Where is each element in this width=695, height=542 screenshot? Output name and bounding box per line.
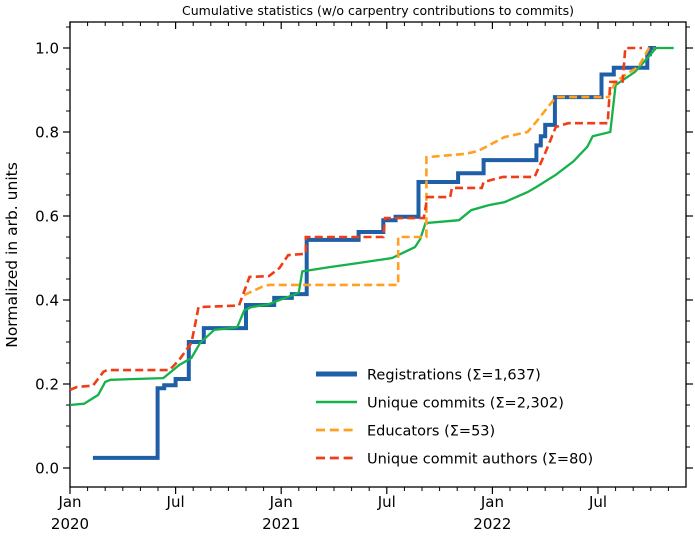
x-tick-label: Jan	[480, 493, 504, 511]
axes: Jan 2020 Jul Jan 2021 Jul Jan 2022 Jul 0.0 0.2 0.4 0…	[35, 21, 693, 533]
y-tick-label: 1.0	[35, 40, 59, 58]
legend-label-educators: Educators (Σ=53)	[367, 424, 495, 440]
x-tick-label: Jul	[166, 493, 185, 511]
x-tick-label: Jul	[377, 493, 396, 511]
x-tick-label: Jul	[588, 493, 607, 511]
x-tick-label: Jan	[57, 493, 81, 511]
legend-label-unique-commits: Unique commits (Σ=2,302)	[367, 396, 564, 412]
legend: Registrations (Σ=1,637) Unique commits (Σ…	[316, 368, 593, 468]
legend-label-registrations: Registrations (Σ=1,637)	[367, 368, 541, 384]
series-line-unique-commits	[69, 46, 674, 407]
series-lines	[69, 46, 674, 460]
x-tick-year-label: 2021	[262, 515, 300, 533]
y-tick-label: 0.8	[35, 124, 59, 142]
y-axis-label: Normalized in arb. units	[3, 162, 21, 348]
plot-frame	[69, 21, 687, 488]
y-tick-label: 0.0	[35, 460, 59, 478]
y-tick-label: 0.2	[35, 376, 59, 394]
x-tick-year-label: 2022	[473, 515, 511, 533]
series-line-educators	[243, 46, 655, 297]
y-tick-label: 0.6	[35, 208, 59, 226]
chart-title: Cumulative statistics (w/o carpentry con…	[182, 3, 574, 18]
x-tick-label: Jan	[269, 493, 293, 511]
series-line-unique-commit-authors	[69, 46, 642, 392]
y-tick-label: 0.4	[35, 292, 59, 310]
legend-label-unique-commit-authors: Unique commit authors (Σ=80)	[367, 452, 593, 468]
x-tick-year-label: 2020	[51, 515, 89, 533]
